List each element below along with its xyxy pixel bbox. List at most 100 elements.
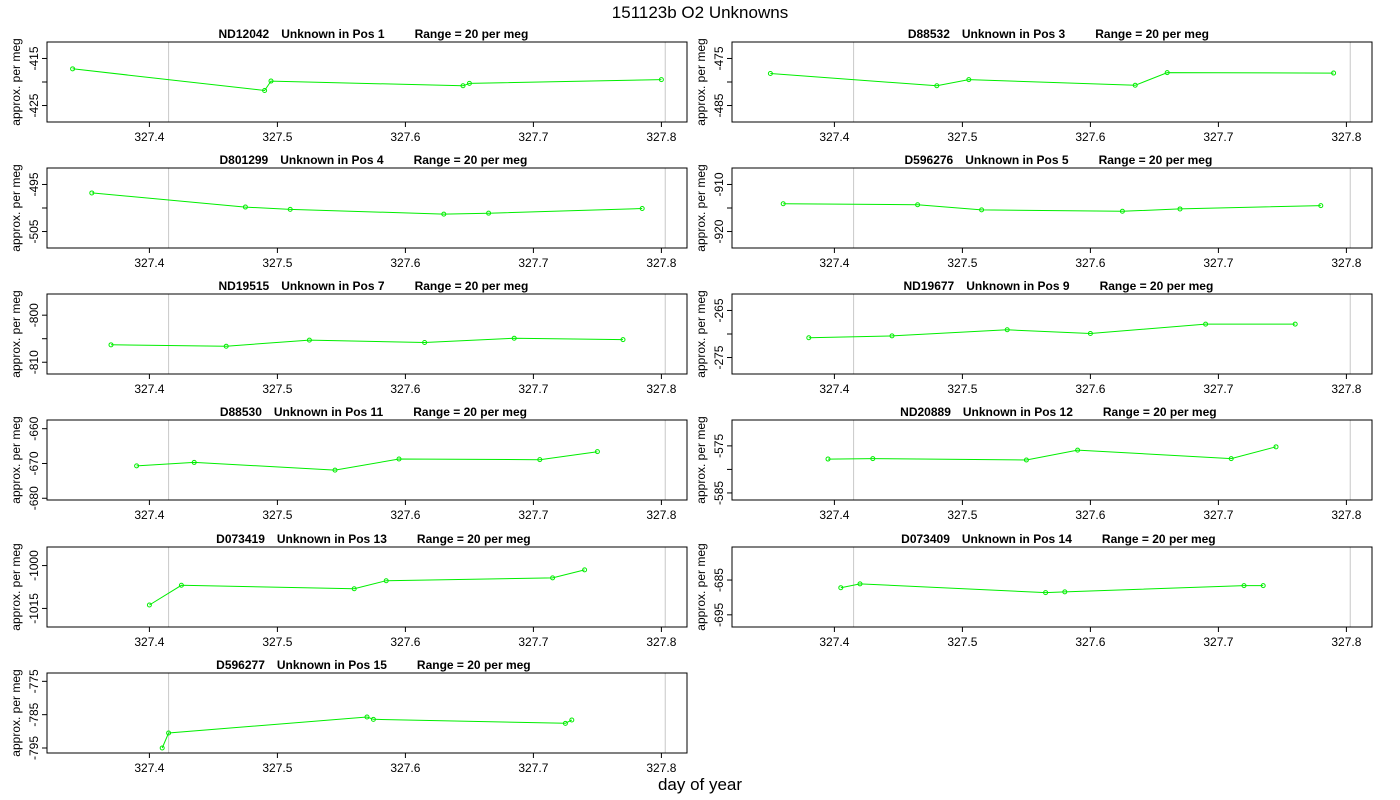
- x-tick-label: 327.8: [646, 256, 676, 270]
- range-label: Range = 20 per meg: [417, 658, 531, 672]
- data-point: [1043, 590, 1049, 596]
- plot-frame: [46, 41, 688, 123]
- data-point: [562, 720, 568, 726]
- range-label: Range = 20 per meg: [1099, 153, 1213, 167]
- data-point: [159, 745, 165, 751]
- y-axis-label: approx. per meg: [9, 416, 23, 503]
- data-point: [1228, 456, 1234, 462]
- sample-id: ND19677: [904, 279, 955, 293]
- panel-ND19677: ND19677 Unknown in Pos 9 Range = 20 per me…: [694, 279, 1373, 396]
- y-axis-label: approx. per meg: [9, 669, 23, 756]
- x-tick-label: 327.6: [390, 256, 420, 270]
- data-point: [70, 66, 76, 72]
- x-tick-label: 327.5: [262, 130, 292, 144]
- data-point: [178, 582, 184, 588]
- data-point: [166, 730, 172, 736]
- x-tick-label: 327.8: [646, 130, 676, 144]
- range-label: Range = 20 per meg: [1103, 405, 1217, 419]
- series-line: [808, 323, 1296, 339]
- plot-frame: [46, 546, 688, 628]
- data-point: [370, 716, 376, 722]
- series-line: [136, 451, 598, 471]
- series-line: [783, 203, 1321, 212]
- data-point: [767, 71, 773, 77]
- series-line: [827, 446, 1277, 461]
- x-axis-label: day of year: [657, 775, 743, 794]
- x-tick-label: 327.8: [646, 635, 676, 649]
- data-point: [934, 83, 940, 89]
- sample-id: D073409: [901, 532, 950, 546]
- main-title: 151123b O2 Unknowns: [611, 3, 789, 22]
- x-tick-label: 327.7: [518, 382, 548, 396]
- data-point: [1318, 203, 1324, 209]
- x-tick-label: 327.4: [134, 761, 164, 775]
- y-tick-label: -265: [712, 298, 726, 322]
- panel-header: D073419 Unknown in Pos 13 Range = 20 per m…: [216, 532, 530, 546]
- x-tick-label: 327.7: [1203, 508, 1233, 522]
- series-line: [149, 569, 585, 606]
- x-tick-label: 327.4: [819, 382, 849, 396]
- panel-header: D88530 Unknown in Pos 11 Range = 20 per me…: [220, 405, 527, 419]
- sample-id: ND19515: [219, 279, 270, 293]
- data-point: [658, 77, 664, 83]
- sample-id: D596277: [216, 658, 265, 672]
- plot-frame: [46, 293, 688, 375]
- x-tick-label: 327.6: [1075, 635, 1105, 649]
- position-label: Unknown in Pos 7: [281, 279, 385, 293]
- x-tick-label: 327.7: [518, 635, 548, 649]
- data-point: [1062, 589, 1068, 595]
- data-point: [825, 456, 831, 462]
- plot-frame: [731, 419, 1373, 501]
- panel-header: D88532 Unknown in Pos 3 Range = 20 per meg: [908, 27, 1209, 41]
- plot-frame: [731, 167, 1373, 249]
- y-tick-label: -680: [27, 486, 41, 510]
- position-label: Unknown in Pos 12: [963, 405, 1073, 419]
- range-label: Range = 20 per meg: [415, 27, 529, 41]
- x-tick-label: 327.7: [518, 256, 548, 270]
- data-point: [1203, 321, 1209, 327]
- data-point: [108, 342, 114, 348]
- range-label: Range = 20 per meg: [1102, 532, 1216, 546]
- y-tick-label: -485: [712, 93, 726, 117]
- data-point: [191, 459, 197, 465]
- data-point: [639, 205, 645, 211]
- y-tick-label: -775: [27, 669, 41, 693]
- sample-id: D801299: [220, 153, 269, 167]
- x-tick-label: 327.5: [262, 256, 292, 270]
- position-label: Unknown in Pos 15: [277, 658, 387, 672]
- x-tick-label: 327.7: [1203, 256, 1233, 270]
- y-tick-label: -425: [27, 93, 41, 117]
- x-tick-label: 327.8: [1331, 256, 1361, 270]
- panel-header: D596277 Unknown in Pos 15 Range = 20 per m…: [216, 658, 530, 672]
- range-label: Range = 20 per meg: [413, 405, 527, 419]
- panel-ND20889: ND20889 Unknown in Pos 12 Range = 20 per m…: [694, 405, 1373, 522]
- panel-D596277: D596277 Unknown in Pos 15 Range = 20 per m…: [9, 658, 688, 775]
- y-axis-label: approx. per meg: [9, 164, 23, 251]
- y-tick-label: -670: [27, 451, 41, 475]
- data-point: [1004, 327, 1010, 333]
- data-point: [1164, 70, 1170, 76]
- data-point: [268, 78, 274, 84]
- y-tick-label: -575: [712, 434, 726, 458]
- x-tick-label: 327.5: [262, 508, 292, 522]
- y-tick-label: -1015: [27, 593, 41, 624]
- y-tick-label: -585: [712, 481, 726, 505]
- data-point: [582, 567, 588, 573]
- y-axis-label: approx. per meg: [9, 543, 23, 630]
- x-tick-label: 327.4: [819, 256, 849, 270]
- series-line: [770, 72, 1334, 87]
- panel-D88532: D88532 Unknown in Pos 3 Range = 20 per meg…: [694, 27, 1373, 144]
- panel-D596276: D596276 Unknown in Pos 5 Range = 20 per me…: [694, 153, 1373, 270]
- y-tick-label: -685: [712, 568, 726, 592]
- position-label: Unknown in Pos 14: [962, 532, 1072, 546]
- panel-D073419: D073419 Unknown in Pos 13 Range = 20 per m…: [9, 532, 688, 649]
- panel-ND12042: ND12042 Unknown in Pos 1 Range = 20 per me…: [9, 27, 688, 144]
- panel-header: ND19677 Unknown in Pos 9 Range = 20 per me…: [904, 279, 1214, 293]
- series-line: [840, 583, 1264, 594]
- position-label: Unknown in Pos 11: [274, 405, 384, 419]
- data-point: [594, 449, 600, 455]
- position-label: Unknown in Pos 5: [965, 153, 1069, 167]
- data-point: [306, 337, 312, 343]
- panel-header: ND19515 Unknown in Pos 7 Range = 20 per me…: [219, 279, 529, 293]
